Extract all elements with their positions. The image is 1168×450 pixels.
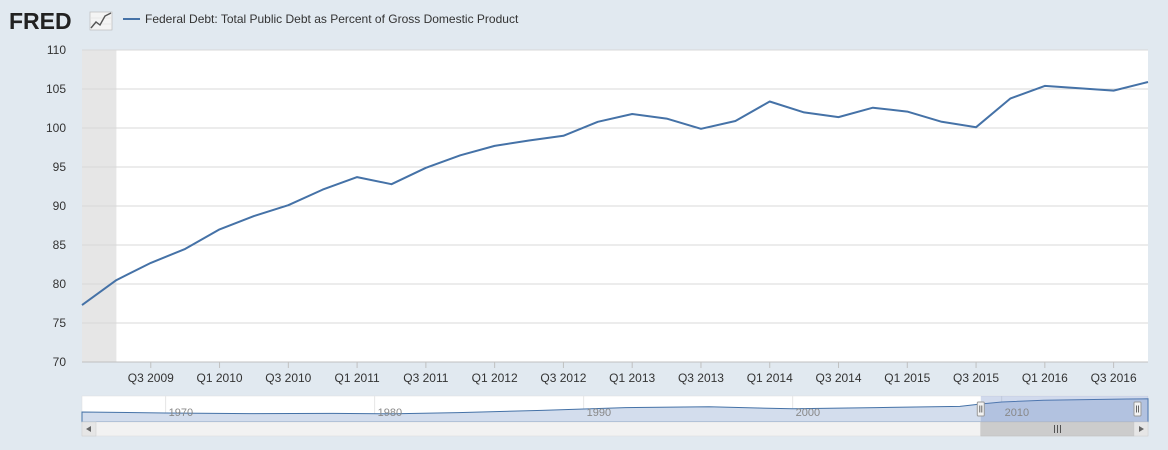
data-point[interactable]	[802, 110, 807, 115]
x-tick-label: Q3 2012	[540, 371, 586, 385]
scrollbar-thumb[interactable]	[980, 421, 1135, 437]
navigator-label: 2010	[1005, 407, 1029, 419]
data-point[interactable]	[870, 105, 875, 110]
navigator-label: 2000	[796, 407, 820, 419]
x-tick-label: Q1 2016	[1022, 371, 1068, 385]
x-tick-label: Q3 2013	[678, 371, 724, 385]
navigator-series	[81, 398, 1149, 423]
fred-logo[interactable]: FRED	[9, 8, 113, 34]
data-point[interactable]	[389, 182, 394, 187]
legend-item[interactable]: Federal Debt: Total Public Debt as Perce…	[123, 12, 519, 26]
navigator-label: 1980	[378, 407, 402, 419]
data-point[interactable]	[492, 143, 497, 148]
data-point[interactable]	[698, 126, 703, 131]
y-axis: 70 75 80 85 90 95 100 105 110	[46, 43, 66, 369]
data-point[interactable]	[1111, 88, 1116, 93]
y-tick-label: 95	[53, 160, 67, 174]
x-tick-label: Q1 2014	[747, 371, 793, 385]
series-line[interactable]	[81, 81, 1149, 306]
data-point[interactable]	[836, 115, 841, 120]
data-point[interactable]	[114, 278, 119, 283]
series-group	[80, 79, 1151, 308]
data-point[interactable]	[974, 125, 979, 130]
x-tick-label: Q3 2010	[265, 371, 311, 385]
y-tick-label: 80	[53, 277, 67, 291]
y-tick-label: 100	[46, 121, 66, 135]
data-point[interactable]	[527, 138, 532, 143]
arrow-left-icon	[86, 426, 91, 432]
data-point[interactable]	[939, 119, 944, 124]
y-tick-label: 75	[53, 316, 67, 330]
x-tick-label: Q3 2015	[953, 371, 999, 385]
x-tick-label: Q1 2011	[335, 371, 380, 385]
data-point[interactable]	[561, 133, 566, 138]
chart-line-icon	[89, 11, 113, 31]
navigator-handle-right[interactable]	[1133, 401, 1142, 417]
data-point[interactable]	[320, 187, 325, 192]
arrow-right-icon	[1139, 426, 1144, 432]
navigator-labels: 1970 1980 1990 2000 2010	[169, 407, 1030, 419]
data-point[interactable]	[1042, 83, 1047, 88]
y-tick-label: 90	[53, 199, 67, 213]
data-point[interactable]	[423, 165, 428, 170]
navigator-label: 1970	[169, 407, 193, 419]
legend-label: Federal Debt: Total Public Debt as Perce…	[145, 12, 519, 26]
data-point[interactable]	[1146, 79, 1151, 84]
navigator-selection[interactable]	[980, 396, 1148, 422]
data-point[interactable]	[664, 116, 669, 121]
x-tick-label: Q3 2009	[128, 371, 174, 385]
data-point[interactable]	[217, 227, 222, 232]
x-tick-label: Q1 2012	[472, 371, 518, 385]
x-tick-label: Q1 2015	[884, 371, 930, 385]
data-point[interactable]	[148, 260, 153, 265]
y-tick-label: 85	[53, 238, 67, 252]
data-point[interactable]	[355, 175, 360, 180]
data-point[interactable]	[595, 119, 600, 124]
data-point[interactable]	[767, 99, 772, 104]
data-point[interactable]	[1077, 86, 1082, 91]
y-tick-label: 110	[47, 43, 66, 57]
scrollbar[interactable]	[81, 421, 1149, 437]
data-point[interactable]	[183, 246, 188, 251]
scroll-left-button[interactable]	[81, 421, 97, 437]
grip-icon	[1053, 425, 1061, 433]
data-point[interactable]	[80, 303, 85, 308]
navigator-label: 1990	[587, 407, 611, 419]
y-tick-label: 70	[53, 355, 67, 369]
x-axis: Q3 2009 Q1 2010 Q3 2010 Q1 2011 Q3 2011 Q1 20…	[82, 361, 1148, 385]
x-tick-label: Q1 2013	[609, 371, 655, 385]
logo-text: FRED	[9, 8, 72, 34]
data-point[interactable]	[630, 111, 635, 116]
data-point[interactable]	[733, 118, 738, 123]
x-tick-label: Q3 2014	[815, 371, 861, 385]
data-point[interactable]	[251, 214, 256, 219]
y-tick-label: 105	[46, 82, 66, 96]
data-point[interactable]	[286, 203, 291, 208]
x-tick-label: Q3 2011	[403, 371, 448, 385]
navigator-handle-left[interactable]	[976, 401, 985, 417]
data-point[interactable]	[458, 153, 463, 158]
data-point[interactable]	[1008, 96, 1013, 101]
navigator[interactable]: 1970 1980 1990 2000 2010	[81, 395, 1149, 423]
x-tick-label: Q3 2016	[1091, 371, 1137, 385]
data-point[interactable]	[905, 109, 910, 114]
scroll-right-button[interactable]	[1133, 421, 1149, 437]
x-tick-label: Q1 2010	[197, 371, 243, 385]
